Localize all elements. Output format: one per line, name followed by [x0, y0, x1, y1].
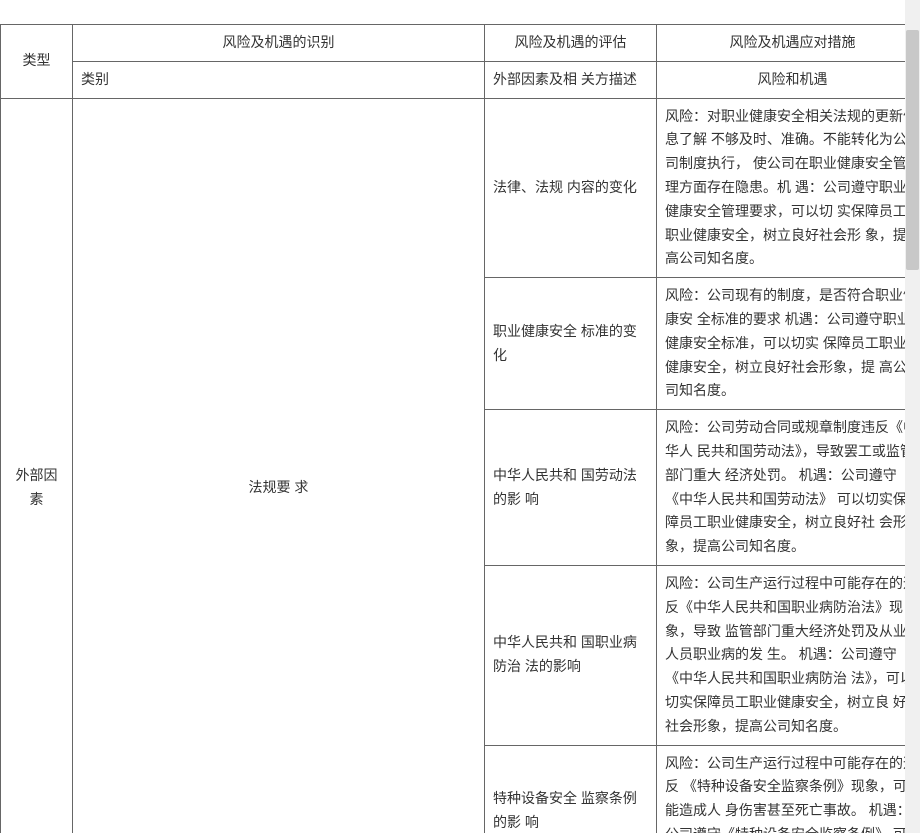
risk-cell: 风险：公司现有的制度，是否符合职业健康安 全标准的要求 机遇：公司遵守职业健康安… [657, 278, 920, 410]
header-assess: 风险及机遇的评估 [485, 25, 657, 62]
desc-cell: 中华人民共和 国职业病防治 法的影响 [485, 565, 657, 745]
vertical-scrollbar-thumb[interactable] [906, 30, 919, 270]
desc-cell: 法律、法规 内容的变化 [485, 98, 657, 278]
subheader-category: 类别 [73, 61, 485, 98]
page-container: 类型 风险及机遇的识别 风险及机遇的评估 风险及机遇应对措施 类别 外部因素及相… [0, 0, 920, 833]
risk-cell: 风险：对职业健康安全相关法规的更新信息了解 不够及时、准确。不能转化为公司制度执… [657, 98, 920, 278]
subheader-risk: 风险和机遇 [657, 61, 920, 98]
category-cell: 法规要 求 [73, 98, 485, 833]
header-row-1: 类型 风险及机遇的识别 风险及机遇的评估 风险及机遇应对措施 [1, 25, 920, 62]
risk-cell: 风险：公司劳动合同或规章制度违反《中华人 民共和国劳动法》，导致罢工或监管部门重… [657, 410, 920, 566]
desc-cell: 职业健康安全 标准的变化 [485, 278, 657, 410]
type-cell: 外部因素 [1, 98, 73, 833]
subheader-desc: 外部因素及相 关方描述 [485, 61, 657, 98]
desc-cell: 中华人民共和 国劳动法的影 响 [485, 410, 657, 566]
desc-cell: 特种设备安全 监察条例的影 响 [485, 745, 657, 833]
risk-cell: 风险：公司生产运行过程中可能存在的违反《中华人民共和国职业病防治法》现象，导致 … [657, 565, 920, 745]
header-measure: 风险及机遇应对措施 [657, 25, 920, 62]
header-type: 类型 [1, 25, 73, 99]
table-row: 外部因素 法规要 求 法律、法规 内容的变化 风险：对职业健康安全相关法规的更新… [1, 98, 920, 278]
vertical-scrollbar-track[interactable] [905, 0, 920, 833]
risk-cell: 风险：公司生产运行过程中可能存在的违反 《特种设备安全监察条例》现象，可能造成人… [657, 745, 920, 833]
header-row-2: 类别 外部因素及相 关方描述 风险和机遇 [1, 61, 920, 98]
header-identify: 风险及机遇的识别 [73, 25, 485, 62]
risk-table: 类型 风险及机遇的识别 风险及机遇的评估 风险及机遇应对措施 类别 外部因素及相… [0, 24, 920, 833]
